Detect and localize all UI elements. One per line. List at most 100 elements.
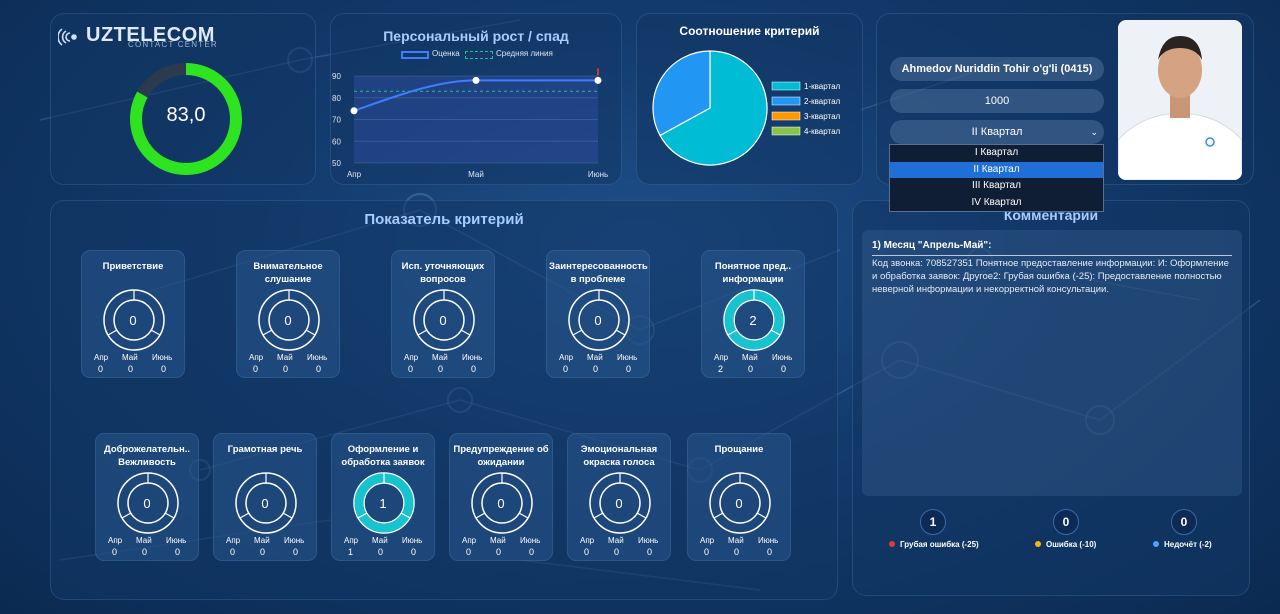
criteria-card-value: 0 — [497, 496, 505, 511]
month-value: 0 — [161, 364, 167, 374]
criteria-ring — [117, 472, 179, 534]
score-point — [350, 107, 358, 115]
criteria-card-value: 2 — [749, 313, 757, 328]
legend-score-swatch — [401, 51, 429, 59]
criteria-ring — [103, 289, 165, 351]
criteria-card: Эмоциональная окраска голоса 0 Апр Май Июнь 0… — [567, 433, 671, 561]
criteria-card-value: 0 — [143, 496, 151, 511]
x-tick-label: Апр — [347, 170, 362, 179]
month-value: 1 — [348, 547, 354, 557]
criteria-card: Внимательное слушание 0 Апр Май Июнь 0 0 0 — [236, 250, 340, 378]
month-value: 0 — [704, 547, 710, 557]
criteria-card-value: 0 — [261, 496, 269, 511]
y-tick-label: 90 — [332, 72, 341, 81]
month-label: Апр — [580, 536, 595, 545]
month-value: 0 — [471, 364, 477, 374]
pie-slice — [659, 50, 768, 166]
gross-error-dot — [889, 541, 895, 547]
criteria-ring — [413, 289, 475, 351]
month-value: 0 — [128, 364, 134, 374]
month-label: Апр — [108, 536, 123, 545]
criteria-card-title: Заинтересованность в проблеме — [549, 261, 648, 285]
month-label: Апр — [249, 353, 264, 362]
employee-code: 1000 — [890, 89, 1104, 113]
pie-legend-label: 2-квартал — [804, 97, 841, 106]
quarter-option-2[interactable]: II Квартал — [890, 161, 1103, 178]
quarter-selected-label: II Квартал — [971, 126, 1023, 138]
shortcoming-dot — [1153, 541, 1159, 547]
logo-waves-icon — [58, 28, 77, 46]
chevron-down-icon: ⌄ — [1090, 127, 1098, 137]
month-value: 0 — [293, 547, 299, 557]
y-tick-label: 70 — [332, 116, 341, 125]
month-value: 0 — [411, 547, 417, 557]
criteria-card-value: 0 — [284, 313, 292, 328]
criteria-ring — [235, 472, 297, 534]
month-value: 0 — [748, 364, 754, 374]
quarter-option-4[interactable]: IV Квартал — [971, 196, 1022, 208]
pie-slice — [652, 50, 711, 137]
growth-line-chart: 50 60 70 80 90 Апр Май Июнь — [332, 68, 608, 179]
growth-chart-panel: Персональный рост / спад Оценка Средняя … — [330, 13, 622, 185]
criteria-card: Грамотная речь 0 Апр Май Июнь 0 0 0 — [213, 433, 317, 561]
month-value: 0 — [496, 547, 502, 557]
month-value: 0 — [283, 364, 289, 374]
ratio-chart-title: Соотношение критерий — [679, 24, 820, 38]
criteria-card-title: Приветствие — [102, 261, 164, 272]
criteria-card-title: Оформление и обработка заявок — [341, 444, 425, 468]
criteria-ring — [353, 472, 415, 534]
month-label: Июнь — [758, 536, 779, 545]
month-label: Апр — [559, 353, 574, 362]
pie-legend-swatch — [771, 81, 801, 91]
month-value: 0 — [466, 547, 472, 557]
brand-name: UZTELECOM — [86, 24, 215, 46]
month-label: Июнь — [152, 353, 173, 362]
y-tick-label: 50 — [332, 159, 341, 168]
month-value: 2 — [718, 364, 724, 374]
criteria-card-title: Прощание — [714, 444, 764, 455]
pie-legend-label: 1-квартал — [804, 82, 841, 91]
growth-chart-title: Персональный рост / спад — [383, 28, 569, 44]
criteria-card-title: Доброжелательн.. Вежливость — [103, 444, 191, 468]
month-value: 0 — [584, 547, 590, 557]
criteria-ring — [568, 289, 630, 351]
score-value: 83,0 — [166, 104, 206, 126]
pie-legend-label: 4-квартал — [804, 127, 841, 136]
x-tick-label: Июнь — [588, 170, 608, 179]
month-value: 0 — [734, 547, 740, 557]
gross-error-label: Грубая ошибка (-25) — [889, 540, 979, 549]
score-point — [594, 76, 602, 84]
criteria-card-title: Понятное пред.. информации — [714, 261, 792, 285]
criteria-ring — [709, 472, 771, 534]
month-value: 0 — [175, 547, 181, 557]
quarter-option-1[interactable]: I Квартал — [974, 147, 1019, 158]
criteria-ring — [589, 472, 651, 534]
month-label: Май — [742, 353, 758, 362]
comment-divider — [872, 255, 1232, 256]
ratio-pie-chart: 1-квартал 2-квартал 3-квартал 4-квартал — [652, 50, 841, 166]
month-label: Апр — [344, 536, 359, 545]
month-label: Июнь — [307, 353, 328, 362]
quarter-select[interactable]: II Квартал ⌄ — [890, 120, 1104, 144]
month-value: 0 — [529, 547, 535, 557]
quarter-option-3[interactable]: III Квартал — [972, 180, 1021, 191]
month-label: Июнь — [284, 536, 305, 545]
criteria-card-value: 0 — [439, 313, 447, 328]
error-dot — [1035, 541, 1041, 547]
employee-photo — [1118, 20, 1242, 180]
growth-legend: Оценка Средняя линия — [401, 49, 621, 61]
shortcoming-label: Недочёт (-2) — [1153, 540, 1212, 549]
criteria-card-value: 0 — [129, 313, 137, 328]
criteria-card: Понятное пред.. информации 2 Апр Май Июнь 2 0 0 — [701, 250, 805, 378]
comment-text: Код звонка: 708527351 Понятное предостав… — [872, 258, 1229, 295]
criteria-card-value: 0 — [594, 313, 602, 328]
shortcoming-count: 0 — [1171, 509, 1197, 535]
month-label: Июнь — [462, 353, 483, 362]
score-gauge — [130, 63, 242, 175]
month-label: Май — [372, 536, 388, 545]
month-value: 0 — [378, 547, 384, 557]
month-label: Июнь — [166, 536, 187, 545]
month-value: 0 — [767, 547, 773, 557]
criteria-ring — [471, 472, 533, 534]
month-label: Май — [122, 353, 138, 362]
